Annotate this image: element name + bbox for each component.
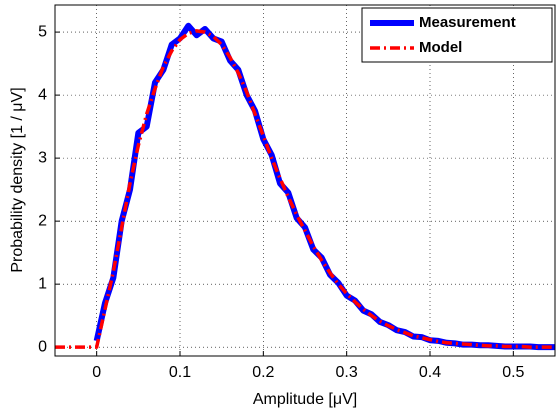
y-axis-label: Probability density [1 / μV]	[9, 87, 26, 272]
data-line	[93, 22, 555, 351]
y-tick-label: 4	[38, 86, 47, 103]
legend-box	[361, 7, 553, 63]
legend-label: Measurement	[419, 14, 516, 31]
x-tick-label: 0	[92, 364, 101, 381]
y-tick-label: 5	[38, 23, 47, 40]
x-tick-label: 0.3	[336, 364, 358, 381]
y-tick-label: 1	[38, 275, 47, 292]
x-tick-label: 0.2	[252, 364, 274, 381]
axes-frame	[54, 4, 556, 357]
x-tick-label: 0.4	[419, 364, 441, 381]
plot-area	[55, 5, 555, 356]
legend-label: Model	[419, 39, 462, 56]
x-tick-label: 0.1	[169, 364, 191, 381]
y-tick-label: 0	[38, 338, 47, 355]
x-axis-label: Amplitude [μV]	[253, 391, 357, 408]
y-tick-label: 2	[38, 212, 47, 229]
data-line	[55, 29, 555, 349]
x-tick-label: 0.5	[502, 364, 524, 381]
y-tick-label: 3	[38, 149, 47, 166]
